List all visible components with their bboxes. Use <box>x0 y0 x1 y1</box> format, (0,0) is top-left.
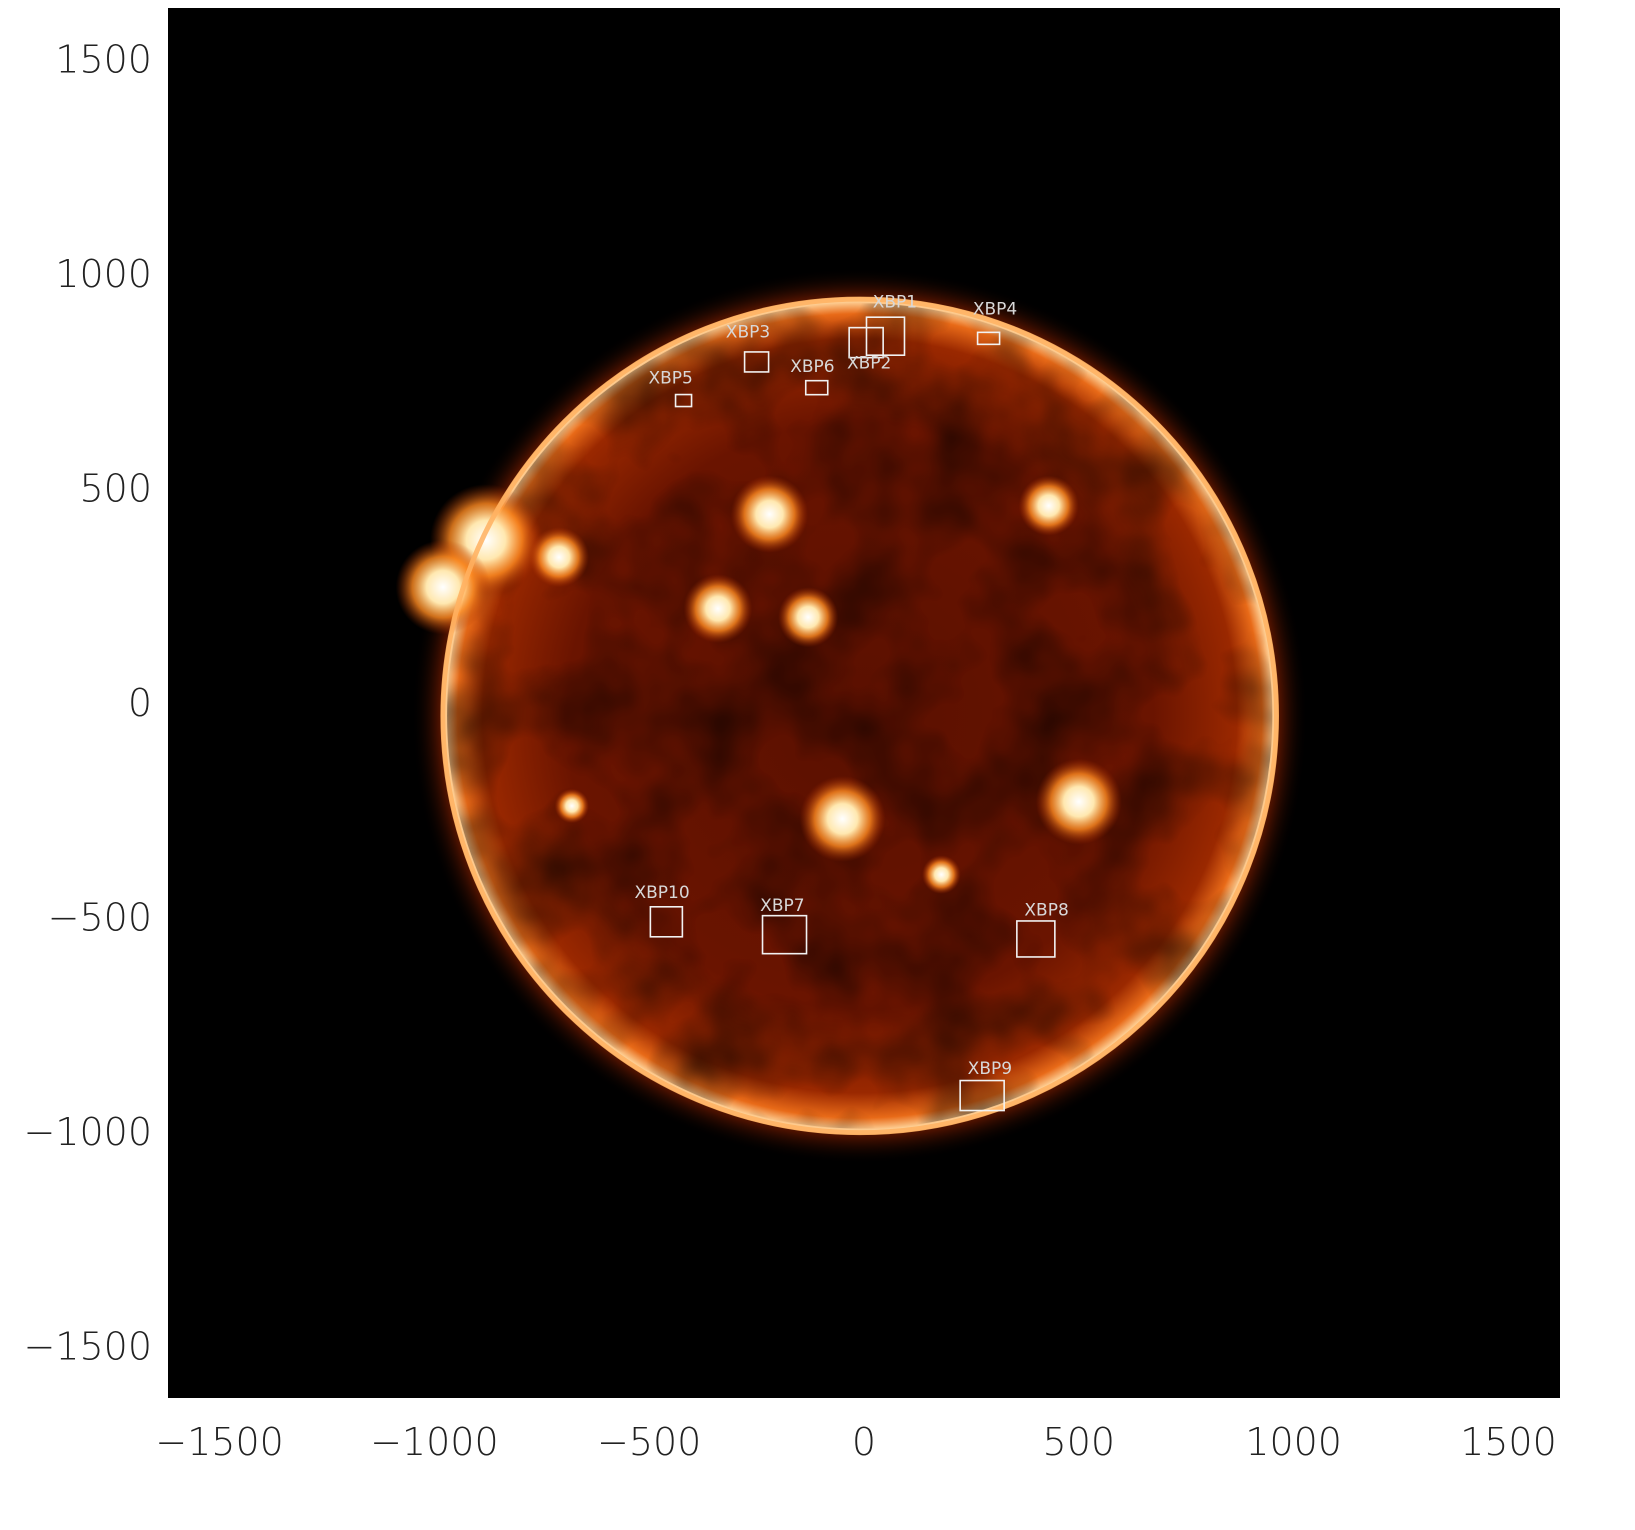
active-region <box>800 776 886 862</box>
y-tick-label: 1500 <box>55 37 152 81</box>
x-tick-label: 500 <box>1043 1420 1116 1464</box>
active-region <box>529 527 589 587</box>
active-region <box>684 574 753 643</box>
y-tick-label: 500 <box>79 466 152 510</box>
x-tick-label: 1500 <box>1460 1420 1557 1464</box>
active-region <box>731 476 808 553</box>
x-tick-label: −1500 <box>155 1420 284 1464</box>
active-region <box>778 587 838 647</box>
active-region <box>1036 759 1122 845</box>
active-region <box>1019 476 1079 536</box>
y-tick-label: −1000 <box>23 1110 152 1154</box>
xbp-label: XBP6 <box>790 357 834 377</box>
xbp-label: XBP3 <box>726 322 770 342</box>
xbp-label: XBP5 <box>648 368 692 388</box>
xbp-label: XBP8 <box>1024 900 1068 920</box>
x-axis-ticks: −1500 −1000 −500 0 500 1000 1500 <box>155 1420 1557 1464</box>
x-tick-label: −500 <box>597 1420 701 1464</box>
x-tick-label: 1000 <box>1245 1420 1342 1464</box>
y-tick-label: −1500 <box>23 1325 152 1369</box>
y-tick-label: 1000 <box>55 252 152 296</box>
xbp-label: XBP7 <box>760 896 804 916</box>
xbp-label: XBP4 <box>973 300 1017 320</box>
y-tick-label: 0 <box>128 681 152 725</box>
active-region <box>922 855 961 894</box>
x-tick-label: −1000 <box>370 1420 499 1464</box>
y-axis-ticks: 1500 1000 500 0 −500 −1000 −1500 <box>23 37 152 1368</box>
xbp-label: XBP2 <box>847 353 891 373</box>
xbp-label: XBP1 <box>873 292 917 312</box>
xbp-label: XBP10 <box>634 883 689 903</box>
y-tick-label: −500 <box>48 896 152 940</box>
active-region <box>555 789 589 823</box>
x-tick-label: 0 <box>852 1420 876 1464</box>
xbp-label: XBP9 <box>968 1059 1012 1079</box>
